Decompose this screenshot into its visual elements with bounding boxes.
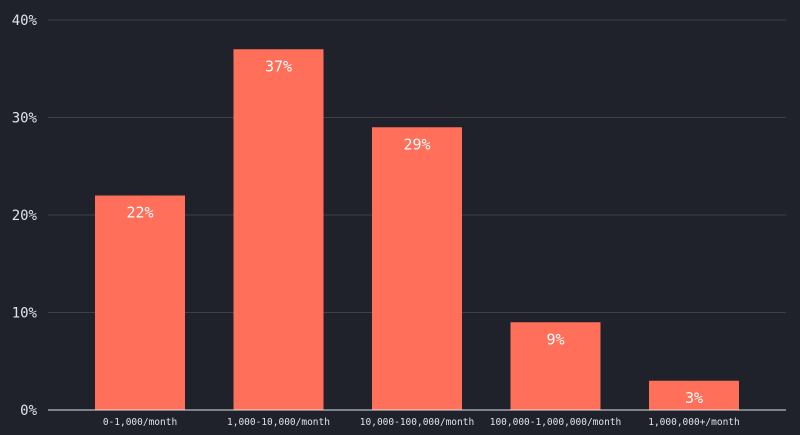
bar-value-label: 22% (126, 204, 153, 222)
bar-1 (95, 195, 185, 410)
y-tick-label: 0% (20, 403, 37, 419)
y-tick-label: 30% (12, 111, 38, 127)
bar-5 (649, 380, 739, 410)
y-axis-ticks: 0% 10% 20% 30% 40% (12, 13, 38, 419)
bar-labels: 22% 37% 29% 9% 3% (126, 57, 703, 407)
x-tick-label: 1,000,000+/month (648, 417, 740, 428)
x-axis-ticks: 0-1,000/month 1,000-10,000/month 10,000-10… (103, 417, 740, 428)
bar-3 (372, 127, 462, 410)
bar-value-label: 37% (265, 57, 292, 75)
y-tick-label: 20% (12, 208, 38, 224)
bar-value-label: 29% (403, 135, 430, 153)
x-tick-label: 1,000-10,000/month (227, 417, 330, 428)
bar-4 (510, 322, 601, 410)
bar-value-label: 9% (546, 330, 564, 348)
bars (95, 49, 739, 410)
x-tick-label: 100,000-1,000,000/month (490, 417, 622, 428)
bar-2 (233, 49, 324, 410)
y-tick-label: 40% (12, 13, 38, 29)
x-tick-label: 0-1,000/month (103, 417, 177, 428)
x-tick-label: 10,000-100,000/month (360, 417, 474, 428)
y-tick-label: 10% (12, 306, 38, 322)
bar-value-label: 3% (685, 389, 703, 407)
